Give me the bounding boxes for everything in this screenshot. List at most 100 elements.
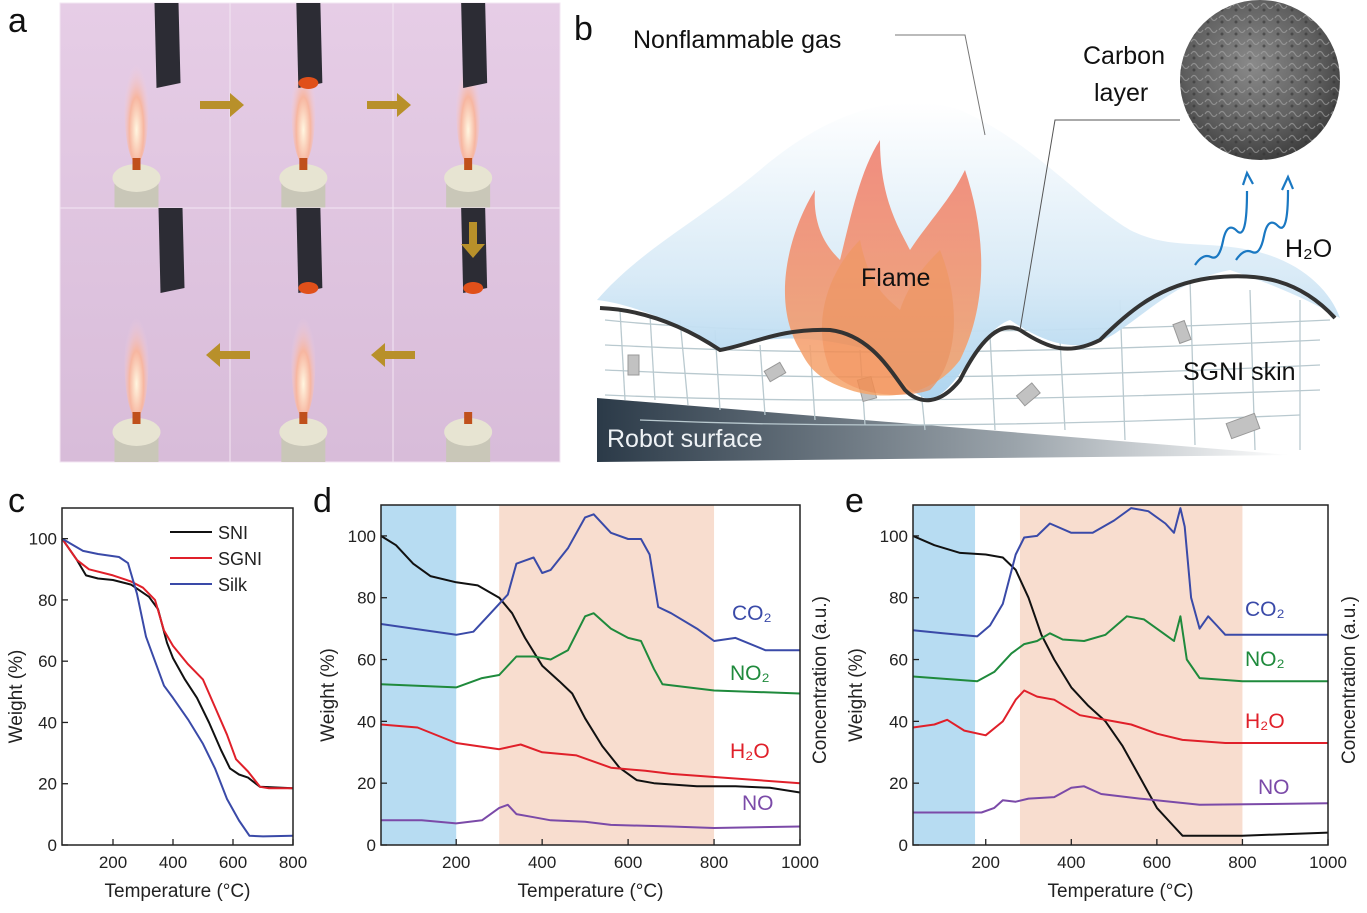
x-tick-label: 200	[442, 853, 470, 872]
legend-label: Silk	[218, 575, 248, 595]
series-label: NO	[742, 792, 774, 815]
x-tick-label: 800	[279, 853, 307, 872]
label-flame: Flame	[861, 264, 930, 292]
x-tick-label: 1000	[1309, 853, 1347, 872]
x-tick-label: 600	[1143, 853, 1171, 872]
panel-label-d: d	[313, 482, 332, 520]
series-line-weight	[912, 534, 1329, 837]
fabric-sample	[461, 3, 488, 88]
wick	[464, 158, 473, 170]
sem-texture	[1180, 0, 1340, 160]
x-tick-label: 200	[99, 853, 127, 872]
x-axis-label: Temperature (°C)	[518, 881, 664, 902]
series-line-no	[380, 612, 801, 695]
series-line-no	[913, 785, 1329, 814]
y-tick-label: 60	[889, 651, 908, 670]
x-tick-label: 400	[159, 853, 187, 872]
wick	[464, 412, 473, 424]
y-tick-label: 40	[889, 712, 908, 731]
panel-d-chart: d CO₂ NO₂ H₂O NO 200 400 600 800 1000 0 20 40 60 80 10…	[313, 482, 831, 902]
x-axis-label: Temperature (°C)	[1048, 881, 1194, 902]
shaded-region	[1019, 505, 1243, 845]
y-tick-label: 80	[889, 589, 908, 608]
arrow-icon	[206, 343, 250, 367]
carbon-layer-line	[599, 274, 1337, 403]
panel-label-c: c	[8, 482, 25, 520]
legend-label: SNI	[218, 523, 248, 543]
series-label: NO₂	[1245, 648, 1285, 671]
x-tick-label: 600	[219, 853, 247, 872]
y-tick-label: 100	[29, 530, 57, 549]
x-tick-label: 1000	[781, 853, 819, 872]
x-tick-label: 800	[700, 853, 728, 872]
wick	[132, 158, 141, 170]
series-line-ho	[912, 689, 1328, 744]
series-label: H₂O	[1245, 710, 1285, 733]
series-line-ho	[380, 723, 801, 785]
wick	[299, 412, 308, 424]
legend-label: SGNI	[218, 549, 262, 569]
wick	[132, 412, 141, 424]
panel-label-e: e	[845, 482, 864, 520]
plot-frame	[912, 504, 1329, 846]
burner-cap	[279, 164, 328, 192]
y-tick-label: 60	[38, 652, 57, 671]
y-tick-label: 100	[880, 527, 908, 546]
plot-frame	[380, 504, 801, 846]
y-tick-label: 0	[48, 836, 57, 855]
x-tick-label: 800	[1228, 853, 1256, 872]
gas-leader-line	[895, 34, 986, 136]
panel-e-chart: e CO₂ NO₂ H₂O NO 200 400 600 800 1000 0 20 40 60 80 10…	[845, 482, 1360, 902]
arrow-icon	[371, 343, 415, 367]
burner-cap	[112, 164, 161, 192]
series-line-sgni	[61, 538, 293, 790]
burner-cap	[279, 418, 328, 446]
label-carbon-layer-line1: Carbon	[1083, 42, 1165, 70]
shaded-region	[913, 505, 976, 845]
series-line-no	[912, 615, 1328, 683]
right-axis-label: Concentration (a.u.)	[810, 596, 831, 764]
y-axis-label: Weight (%)	[6, 650, 27, 744]
series-label: NO	[1258, 776, 1290, 799]
fabric-sample	[154, 3, 181, 88]
x-tick-label: 600	[614, 853, 642, 872]
label-carbon-layer-line2: layer	[1094, 79, 1148, 107]
y-tick-label: 40	[38, 713, 57, 732]
candle-flame	[291, 307, 316, 417]
y-tick-label: 20	[357, 774, 376, 793]
shaded-region	[499, 505, 715, 845]
right-axis-label: Concentration (a.u.)	[1339, 596, 1360, 764]
water-vapor-arrows-icon	[1194, 170, 1295, 266]
y-tick-label: 80	[357, 589, 376, 608]
series-line-no	[381, 803, 801, 829]
y-axis-label: Weight (%)	[318, 648, 339, 742]
series-label: CO₂	[732, 602, 772, 625]
series-line-weight	[380, 535, 801, 794]
y-tick-label: 20	[38, 775, 57, 794]
ember	[298, 282, 319, 294]
fabric-sample	[296, 3, 323, 88]
wick	[299, 158, 308, 170]
x-tick-label: 200	[972, 853, 1000, 872]
series-label: H₂O	[730, 740, 770, 763]
robot-surface	[597, 398, 1290, 462]
series-line-co	[380, 513, 800, 652]
y-tick-label: 0	[899, 836, 908, 855]
ember	[463, 282, 484, 294]
y-tick-label: 20	[889, 774, 908, 793]
y-tick-label: 40	[357, 712, 376, 731]
series-line-silk	[61, 537, 294, 838]
label-h2o: H₂O	[1285, 235, 1332, 263]
panel-label-a: a	[8, 2, 27, 40]
candle-flame	[124, 307, 149, 417]
y-tick-label: 0	[367, 836, 376, 855]
x-tick-label: 400	[1057, 853, 1085, 872]
x-axis-label: Temperature (°C)	[105, 881, 251, 902]
x-tick-label: 400	[528, 853, 556, 872]
series-line-co	[912, 507, 1328, 638]
ember	[298, 77, 319, 89]
series-label: NO₂	[730, 662, 770, 685]
burner-cap	[112, 418, 161, 446]
shaded-region	[381, 505, 457, 845]
